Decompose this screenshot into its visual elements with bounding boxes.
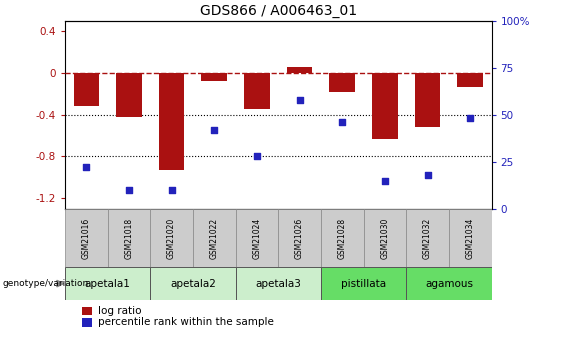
Bar <box>82 318 92 327</box>
Bar <box>236 267 321 300</box>
Point <box>124 187 133 193</box>
Bar <box>107 209 150 267</box>
Bar <box>244 73 270 109</box>
Bar <box>73 73 99 106</box>
Bar <box>150 267 236 300</box>
Bar <box>82 307 92 315</box>
Bar <box>321 267 406 300</box>
Point <box>167 187 176 193</box>
Point <box>82 165 91 170</box>
Text: GSM21022: GSM21022 <box>210 217 219 259</box>
Point <box>423 172 432 178</box>
Bar <box>458 73 483 87</box>
Text: percentile rank within the sample: percentile rank within the sample <box>98 317 273 327</box>
Bar <box>202 73 227 81</box>
Text: apetala3: apetala3 <box>255 279 301 289</box>
Text: GSM21028: GSM21028 <box>338 217 347 259</box>
Bar <box>65 267 150 300</box>
Text: apetala2: apetala2 <box>170 279 216 289</box>
Text: GSM21016: GSM21016 <box>82 217 91 259</box>
Point <box>210 127 219 132</box>
Bar <box>415 73 440 127</box>
Bar <box>150 209 193 267</box>
Text: GSM21030: GSM21030 <box>380 217 389 259</box>
Text: GSM21026: GSM21026 <box>295 217 304 259</box>
Bar <box>279 209 321 267</box>
Point <box>295 97 304 102</box>
Point <box>253 153 262 159</box>
Bar <box>65 209 107 267</box>
Point <box>338 119 347 125</box>
Bar <box>193 209 236 267</box>
Text: GSM21024: GSM21024 <box>253 217 262 259</box>
Text: log ratio: log ratio <box>98 306 141 316</box>
Bar <box>364 209 406 267</box>
Bar <box>116 73 142 117</box>
Point <box>380 178 389 183</box>
Bar <box>321 209 364 267</box>
Point <box>466 116 475 121</box>
Bar <box>236 209 278 267</box>
Bar <box>329 73 355 92</box>
Text: GSM21018: GSM21018 <box>124 217 133 259</box>
Text: GSM21020: GSM21020 <box>167 217 176 259</box>
Text: genotype/variation: genotype/variation <box>3 279 89 288</box>
Bar <box>406 267 492 300</box>
Text: apetala1: apetala1 <box>85 279 131 289</box>
Text: agamous: agamous <box>425 279 473 289</box>
Text: GSM21034: GSM21034 <box>466 217 475 259</box>
Bar <box>287 67 312 73</box>
Text: pistillata: pistillata <box>341 279 386 289</box>
Title: GDS866 / A006463_01: GDS866 / A006463_01 <box>199 4 357 18</box>
Bar <box>406 209 449 267</box>
Bar <box>449 209 492 267</box>
Text: GSM21032: GSM21032 <box>423 217 432 259</box>
Bar <box>159 73 184 170</box>
Bar <box>372 73 398 139</box>
